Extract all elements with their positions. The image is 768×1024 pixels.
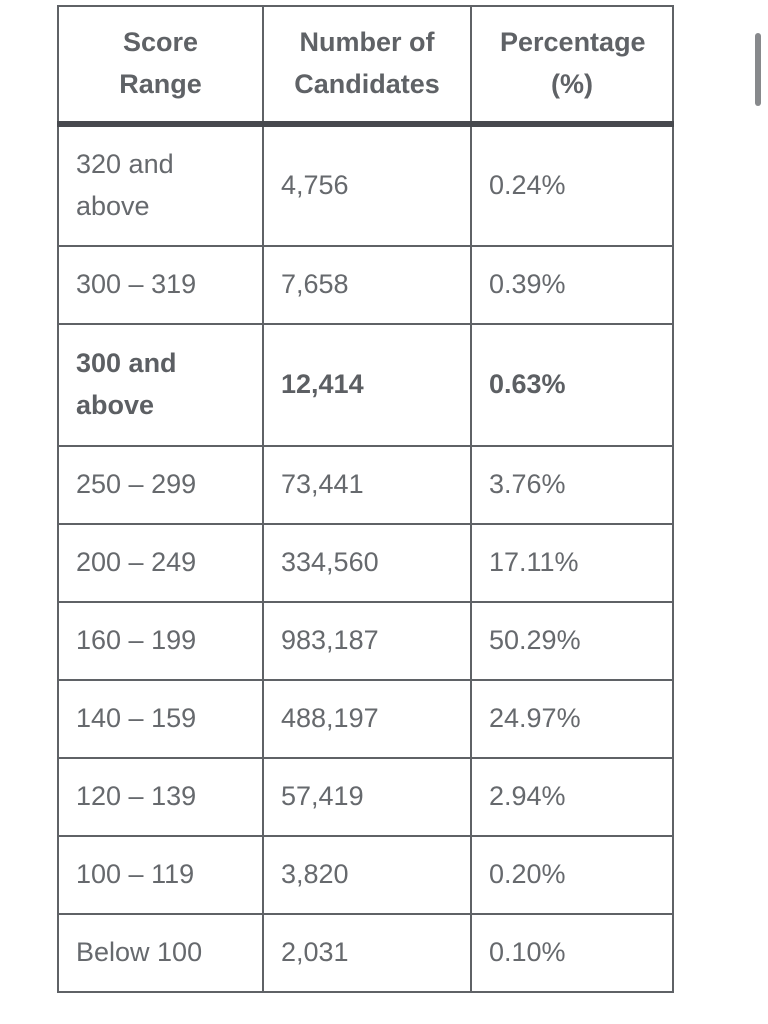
cell-percentage: 17.11%	[470, 523, 674, 603]
table-row: Below 100 2,031 0.10%	[57, 913, 674, 993]
cell-score-range: 160 – 199	[57, 601, 264, 681]
cell-score-range: Below 100	[57, 913, 264, 993]
table-row: 120 – 139 57,419 2.94%	[57, 757, 674, 837]
cell-candidates: 57,419	[262, 757, 472, 837]
col-header-number-of-candidates: Number of Candidates	[262, 5, 472, 125]
header-row: Score Range Number of Candidates Percent…	[57, 5, 674, 125]
cell-percentage: 0.20%	[470, 835, 674, 915]
cell-score-range: 200 – 249	[57, 523, 264, 603]
cell-score-range: 250 – 299	[57, 445, 264, 525]
cell-candidates: 334,560	[262, 523, 472, 603]
table-row: 100 – 119 3,820 0.20%	[57, 835, 674, 915]
cell-candidates: 3,820	[262, 835, 472, 915]
cell-candidates: 983,187	[262, 601, 472, 681]
cell-score-range: 320 and above	[57, 123, 264, 247]
scrollbar-thumb[interactable]	[755, 33, 761, 106]
table-row-summary: 300 and above 12,414 0.63%	[57, 323, 674, 447]
cell-candidates: 7,658	[262, 245, 472, 325]
cell-percentage: 0.39%	[470, 245, 674, 325]
cell-percentage: 0.63%	[470, 323, 674, 447]
cell-candidates: 2,031	[262, 913, 472, 993]
table-row: 140 – 159 488,197 24.97%	[57, 679, 674, 759]
cell-percentage: 3.76%	[470, 445, 674, 525]
cell-score-range: 100 – 119	[57, 835, 264, 915]
score-distribution-table: Score Range Number of Candidates Percent…	[57, 5, 674, 993]
cell-percentage: 2.94%	[470, 757, 674, 837]
cell-percentage: 50.29%	[470, 601, 674, 681]
cell-candidates: 4,756	[262, 123, 472, 247]
cell-percentage: 24.97%	[470, 679, 674, 759]
cell-candidates: 73,441	[262, 445, 472, 525]
cell-score-range: 300 – 319	[57, 245, 264, 325]
cell-candidates: 488,197	[262, 679, 472, 759]
table-row: 160 – 199 983,187 50.29%	[57, 601, 674, 681]
table-row: 200 – 249 334,560 17.11%	[57, 523, 674, 603]
col-header-percentage: Percentage (%)	[470, 5, 674, 125]
cell-score-range: 140 – 159	[57, 679, 264, 759]
cell-percentage: 0.10%	[470, 913, 674, 993]
cell-score-range: 300 and above	[57, 323, 264, 447]
col-header-score-range: Score Range	[57, 5, 264, 125]
table-row: 320 and above 4,756 0.24%	[57, 123, 674, 247]
cell-percentage: 0.24%	[470, 123, 674, 247]
table-row: 250 – 299 73,441 3.76%	[57, 445, 674, 525]
table-row: 300 – 319 7,658 0.39%	[57, 245, 674, 325]
cell-score-range: 120 – 139	[57, 757, 264, 837]
cell-candidates: 12,414	[262, 323, 472, 447]
